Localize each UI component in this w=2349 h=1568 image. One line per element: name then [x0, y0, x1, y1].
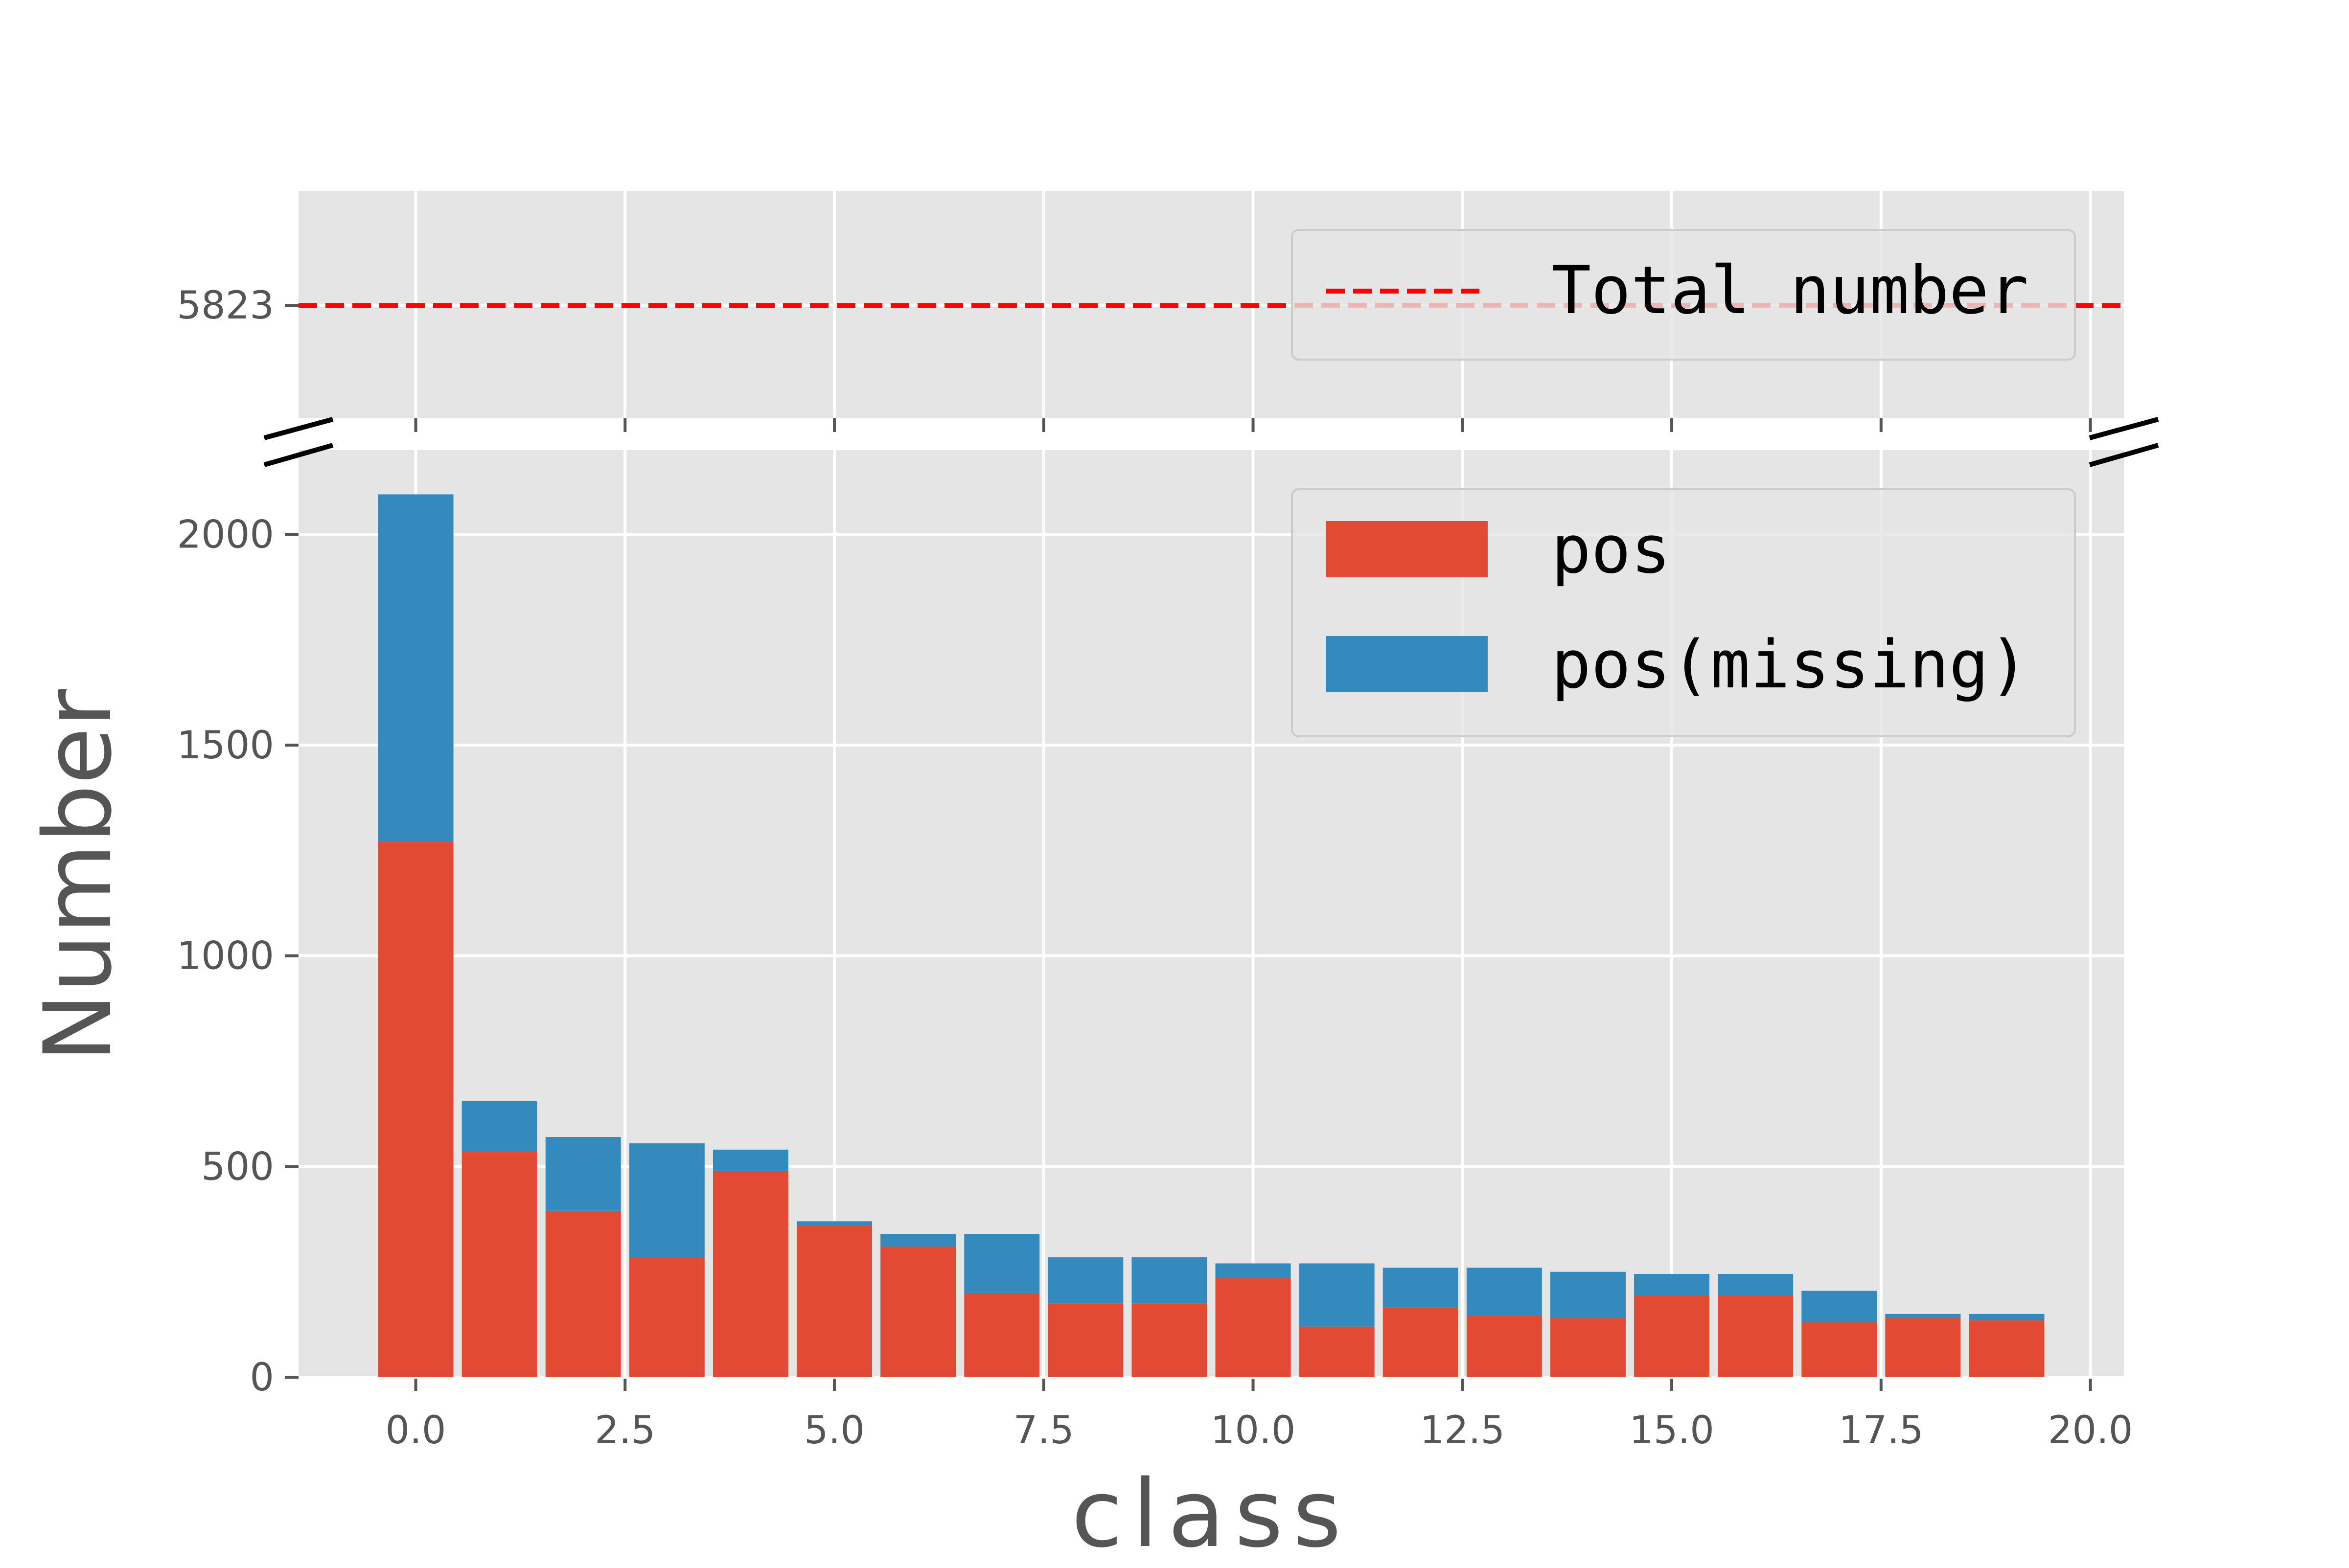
legend-swatch-pos-missing	[1326, 636, 1488, 692]
bar-pos-missing	[713, 1149, 788, 1171]
bar-pos-missing	[1969, 1314, 2045, 1320]
bar-pos	[1969, 1320, 2045, 1377]
bar-pos-missing	[797, 1221, 873, 1226]
x-tick-label: 12.5	[1420, 1409, 1505, 1453]
bar-pos	[880, 1246, 956, 1377]
bar-pos-missing	[1382, 1268, 1458, 1308]
y-tick-label: 1500	[177, 724, 274, 768]
bar-pos	[797, 1225, 873, 1377]
bar-pos	[1718, 1295, 1794, 1377]
bar-pos-missing	[1466, 1268, 1542, 1317]
x-tick-label: 15.0	[1629, 1409, 1714, 1453]
bar-pos	[713, 1170, 788, 1377]
bar-pos-missing	[1048, 1257, 1124, 1304]
bar-pos-missing	[880, 1234, 956, 1247]
y-axis-title: Number	[24, 688, 132, 1062]
legend-label-pos: pos	[1551, 511, 1671, 588]
bar-pos	[964, 1293, 1040, 1377]
bar-pos-missing	[964, 1234, 1040, 1293]
break-mark-right-lower	[2089, 443, 2159, 467]
x-tick-label: 7.5	[1013, 1409, 1074, 1453]
bar-pos-missing	[1801, 1291, 1877, 1323]
bar-pos-missing	[1718, 1273, 1794, 1295]
bar-pos	[1299, 1326, 1375, 1377]
bar-pos	[461, 1152, 537, 1377]
bar-pos-missing	[629, 1143, 705, 1257]
legend-bottom: pos pos(missing)	[1291, 488, 2076, 737]
y-tick-label: 1000	[177, 934, 274, 978]
bar-pos-missing	[1550, 1272, 1626, 1318]
bar-pos-missing	[1215, 1263, 1291, 1278]
bar-pos-missing	[378, 494, 454, 842]
bar-pos-missing	[1131, 1257, 1207, 1304]
break-mark-left-upper	[263, 417, 334, 440]
bar-pos	[1131, 1303, 1207, 1377]
bar-pos	[1634, 1295, 1710, 1377]
bar-pos-missing	[1299, 1263, 1375, 1327]
bar-pos-missing	[545, 1137, 621, 1211]
bar-pos	[1466, 1316, 1542, 1377]
legend-label-pos-missing: pos(missing)	[1551, 626, 2028, 703]
bar-pos	[378, 842, 454, 1377]
bar-pos-missing	[461, 1101, 537, 1152]
bar-pos	[1048, 1303, 1124, 1377]
break-mark-left-lower	[263, 443, 334, 467]
bar-pos	[1382, 1307, 1458, 1377]
x-tick-label: 5.0	[804, 1409, 865, 1453]
bar-pos	[545, 1210, 621, 1377]
top-y-tick-label: 5823	[177, 284, 274, 328]
bar-pos	[629, 1257, 705, 1377]
bar-pos	[1885, 1318, 1961, 1377]
y-tick-label: 0	[250, 1356, 274, 1400]
x-tick-label: 2.5	[595, 1409, 655, 1453]
y-tick-label: 2000	[177, 513, 274, 557]
y-tick-label: 500	[201, 1145, 274, 1189]
break-mark-right-upper	[2089, 417, 2159, 440]
x-tick-label: 17.5	[1839, 1409, 1924, 1453]
legend-top: Total number	[1291, 229, 2076, 361]
x-axis-title: class	[1071, 1460, 1351, 1566]
x-tick-label: 20.0	[2048, 1409, 2133, 1453]
legend-label-total-number: Total number	[1551, 252, 2028, 329]
x-tick-label: 10.0	[1211, 1409, 1296, 1453]
bar-pos	[1550, 1318, 1626, 1377]
axis-break-marks	[263, 417, 2159, 467]
bar-pos	[1215, 1278, 1291, 1377]
bar-pos	[1801, 1322, 1877, 1377]
legend-top-box	[1291, 229, 2076, 361]
x-tick-label: 0.0	[386, 1409, 446, 1453]
bar-pos-missing	[1885, 1314, 1961, 1318]
bar-pos-missing	[1634, 1273, 1710, 1295]
legend-swatch-pos	[1326, 521, 1488, 577]
